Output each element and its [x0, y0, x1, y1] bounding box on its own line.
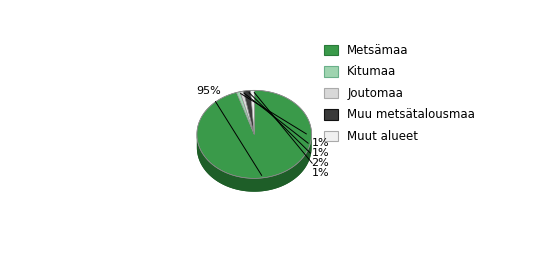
Text: 1%: 1% — [254, 93, 329, 178]
Polygon shape — [197, 134, 312, 192]
Polygon shape — [250, 90, 254, 134]
Text: 1%: 1% — [244, 93, 329, 158]
Polygon shape — [243, 90, 254, 134]
Polygon shape — [197, 134, 312, 192]
Text: 2%: 2% — [249, 93, 329, 168]
Text: 1%: 1% — [241, 93, 329, 148]
Text: 95%: 95% — [197, 86, 262, 176]
Legend: Metsämaa, Kitumaa, Joutomaa, Muu metsätalousmaa, Muut alueet: Metsämaa, Kitumaa, Joutomaa, Muu metsäta… — [324, 44, 475, 143]
Polygon shape — [240, 91, 254, 134]
Polygon shape — [197, 90, 312, 178]
Polygon shape — [237, 92, 254, 134]
